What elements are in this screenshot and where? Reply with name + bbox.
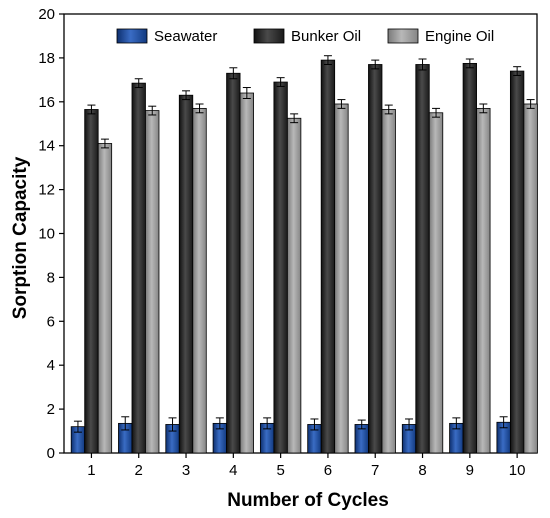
x-tick-label-4: 4	[229, 462, 237, 479]
x-tick-label-2: 2	[135, 462, 143, 479]
bar-engine-oil-cycle-5	[286, 117, 302, 454]
x-tick-label-10: 10	[509, 462, 526, 479]
x-tick-label-6: 6	[324, 462, 332, 479]
y-axis-title: Sorption Capacity	[10, 156, 31, 319]
bar-bunker-oil-cycle-7	[368, 64, 383, 454]
x-tick-label-7: 7	[371, 462, 379, 479]
legend-swatch-seawater	[116, 28, 148, 44]
bar-engine-oil-cycle-10	[523, 103, 538, 454]
y-tick-label-0: 0	[47, 445, 55, 462]
bar-engine-oil-cycle-7	[381, 109, 396, 454]
x-tick-label-8: 8	[418, 462, 426, 479]
bar-engine-oil-cycle-9	[476, 107, 491, 454]
bar-bunker-oil-cycle-10	[509, 70, 525, 454]
y-tick-label-16: 16	[38, 94, 55, 111]
bar-bunker-oil-cycle-2	[131, 82, 146, 454]
y-tick-label-2: 2	[47, 401, 55, 418]
legend-label-seawater: Seawater	[154, 28, 217, 45]
x-tick-label-1: 1	[87, 462, 95, 479]
bar-engine-oil-cycle-2	[145, 110, 160, 454]
x-tick-label-9: 9	[466, 462, 474, 479]
y-tick-label-8: 8	[47, 269, 55, 286]
x-tick-label-5: 5	[276, 462, 284, 479]
y-tick-label-18: 18	[38, 50, 55, 67]
bar-bunker-oil-cycle-5	[273, 81, 288, 454]
bar-engine-oil-cycle-8	[428, 112, 444, 454]
legend-label-bunker-oil: Bunker Oil	[291, 28, 361, 45]
bar-bunker-oil-cycle-4	[226, 72, 241, 454]
legend: Seawater Bunker Oil Engine Oil	[116, 28, 494, 45]
bar-engine-oil-cycle-3	[192, 107, 207, 454]
x-axis-title: Number of Cycles	[227, 490, 389, 511]
x-tick-label-3: 3	[182, 462, 190, 479]
bar-bunker-oil-cycle-6	[320, 59, 336, 454]
y-tick-label-20: 20	[38, 6, 55, 23]
bars-group	[70, 55, 538, 454]
y-tick-label-14: 14	[38, 138, 55, 155]
y-tick-label-12: 12	[38, 182, 55, 199]
bar-bunker-oil-cycle-8	[415, 64, 430, 454]
y-tick-label-4: 4	[47, 357, 55, 374]
bar-engine-oil-cycle-6	[334, 103, 349, 454]
bar-engine-oil-cycle-1	[97, 143, 113, 454]
legend-swatch-bunker-oil	[253, 28, 285, 44]
y-tick-label-10: 10	[38, 226, 55, 243]
legend-swatch-engine-oil	[387, 28, 419, 44]
bar-bunker-oil-cycle-3	[178, 94, 194, 454]
bar-bunker-oil-cycle-9	[462, 62, 477, 454]
bar-bunker-oil-cycle-1	[84, 109, 99, 454]
legend-label-engine-oil: Engine Oil	[425, 28, 494, 45]
bar-engine-oil-cycle-4	[239, 92, 254, 454]
y-tick-label-6: 6	[47, 313, 55, 330]
